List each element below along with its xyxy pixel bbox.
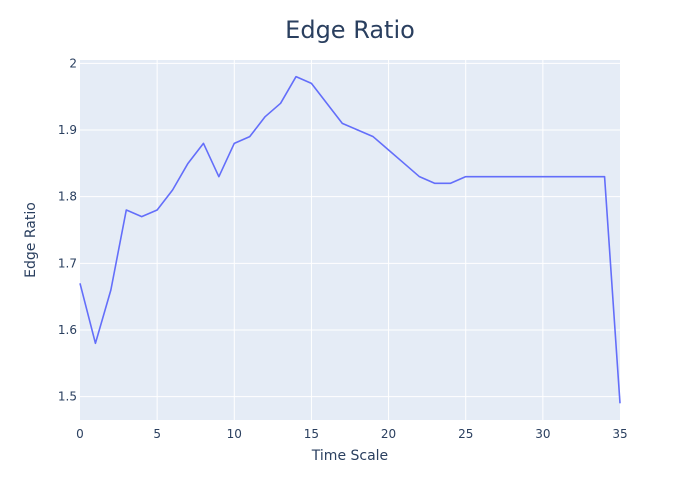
plot-area <box>80 60 620 420</box>
y-tick-label: 1.6 <box>58 323 77 337</box>
y-gridlines <box>80 62 620 398</box>
x-tick-label: 20 <box>381 427 396 441</box>
x-tick-label: 10 <box>227 427 242 441</box>
x-tick-label: 30 <box>535 427 550 441</box>
y-tick-label: 2 <box>69 56 77 70</box>
chart-title: Edge Ratio <box>285 16 415 44</box>
x-tick-label: 0 <box>76 427 84 441</box>
y-axis-title: Edge Ratio <box>23 202 39 278</box>
y-tick-label: 1.7 <box>58 256 77 270</box>
y-tick-label: 1.9 <box>58 123 77 137</box>
y-tick-label: 1.5 <box>58 390 77 404</box>
x-tick-label: 5 <box>153 427 161 441</box>
x-axis-title: Time Scale <box>311 448 388 464</box>
x-tick-label: 25 <box>458 427 473 441</box>
x-gridlines <box>156 60 544 420</box>
x-tick-label: 35 <box>612 427 627 441</box>
y-tick-labels: 1.5 1.6 1.7 1.8 1.9 2 <box>58 56 77 403</box>
x-tick-label: 15 <box>304 427 319 441</box>
y-tick-label: 1.8 <box>58 190 77 204</box>
x-tick-labels: 0 5 10 15 20 25 30 35 <box>76 427 627 441</box>
series-line <box>79 75 621 404</box>
